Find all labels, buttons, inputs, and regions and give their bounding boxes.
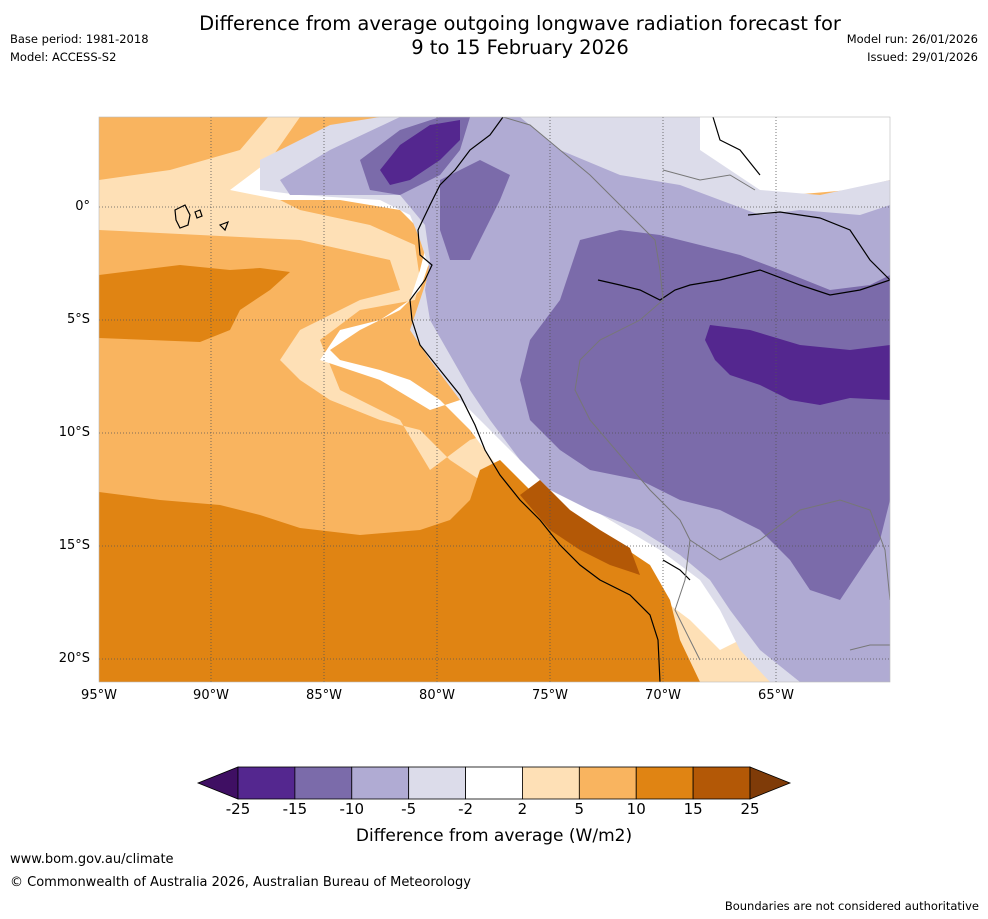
lon-label-90w: 90°W <box>193 688 229 703</box>
colorbar-segment <box>237 766 296 800</box>
lon-label-75w: 75°W <box>532 688 568 703</box>
title-line-2: 9 to 15 February 2026 <box>411 36 629 59</box>
map-frame <box>98 116 891 683</box>
lon-label-95w: 95°W <box>81 688 117 703</box>
map-lines <box>174 117 890 682</box>
colorbar-tick-label: 15 <box>683 800 703 818</box>
lat-label-0: 0° <box>75 199 90 214</box>
meta-right: Model run: 26/01/2026 Issued: 29/01/2026 <box>847 32 978 68</box>
colorbar-tick-label: 5 <box>574 800 585 818</box>
orange-west-zone <box>99 265 290 342</box>
colorbar-title: Difference from average (W/m2) <box>355 826 633 846</box>
map-title: Difference from average outgoing longwav… <box>150 12 890 60</box>
colorbar-segment <box>692 766 751 800</box>
colorbar-tick-label: -15 <box>282 800 308 818</box>
title-line-1: Difference from average outgoing longwav… <box>199 12 841 35</box>
lat-label-5s: 5°S <box>66 312 90 327</box>
galapagos-islands <box>174 204 230 232</box>
model-run: Model run: 26/01/2026 <box>846 32 978 46</box>
lat-label-15s: 15°S <box>58 538 90 553</box>
colorbar-segment <box>294 766 353 800</box>
lon-label-80w: 80°W <box>419 688 455 703</box>
colorbar-segment <box>578 766 637 800</box>
lon-label-85w: 85°W <box>306 688 342 703</box>
map-fields <box>99 117 890 682</box>
lat-label-20s: 20°S <box>58 651 90 666</box>
deep-purple-zone <box>380 120 890 405</box>
base-period: Base period: 1981-2018 <box>10 32 149 46</box>
colorbar-tick-label: -5 <box>401 800 417 818</box>
colorbar-tick-label: 2 <box>517 800 528 818</box>
footer-copyright: © Commonwealth of Australia 2026, Austra… <box>10 875 471 890</box>
footer-disclaimer: Boundaries are not considered authoritat… <box>724 899 979 913</box>
lat-label-10s: 10°S <box>58 425 90 440</box>
lon-label-70w: 70°W <box>645 688 681 703</box>
colorbar-tick-label: -25 <box>225 800 251 818</box>
colorbar-extend-high <box>749 766 792 800</box>
country-borders <box>502 117 890 661</box>
colorbar-tick-label: 10 <box>626 800 646 818</box>
colorbar-segment <box>465 766 523 800</box>
colorbar-tick-label: -2 <box>458 800 474 818</box>
lon-label-65w: 65°W <box>758 688 794 703</box>
colorbar-tick-label: 25 <box>740 800 760 818</box>
colorbar-segment <box>351 766 410 800</box>
colorbar-extend-low <box>196 766 239 800</box>
issued-date: Issued: 29/01/2026 <box>867 50 978 64</box>
footer-url[interactable]: www.bom.gov.au/climate <box>10 852 174 867</box>
colorbar-segments <box>196 766 792 800</box>
colorbar-tick-label: -10 <box>339 800 365 818</box>
white-north-patch <box>700 117 890 195</box>
colorbar-segment <box>522 766 580 800</box>
coastline-north <box>597 117 890 581</box>
dark-orange-coastal-zone <box>520 480 640 575</box>
coastline <box>409 117 661 682</box>
colorbar-segment <box>635 766 694 800</box>
colorbar-segment <box>408 766 466 800</box>
medium-purple-zone <box>360 117 890 600</box>
gridlines <box>99 117 890 682</box>
meta-left: Base period: 1981-2018 Model: ACCESS-S2 <box>10 32 149 68</box>
model-name: Model: ACCESS-S2 <box>10 50 117 64</box>
